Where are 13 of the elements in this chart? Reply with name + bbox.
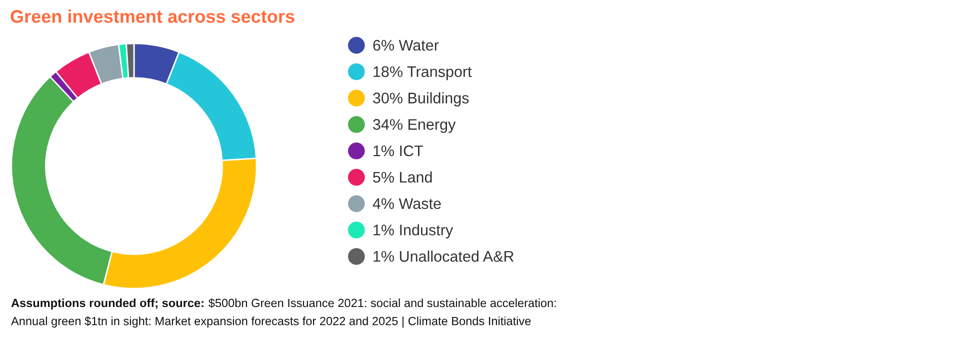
legend-label: 5% Land bbox=[373, 171, 432, 183]
legend-label: 30% Buildings bbox=[373, 92, 469, 106]
legend-label: 1% Unallocated A&R bbox=[374, 250, 514, 262]
legend-label: 1% ICT bbox=[374, 145, 424, 156]
legend-label: 6% Water bbox=[373, 40, 439, 51]
text: Assumptions rounded off; source: bbox=[11, 298, 204, 310]
legend-label: 34% Energy bbox=[373, 119, 456, 133]
text: Annual green $1tn in sight: Market expansion forecasts for 2022 and 2025 | Climate Bonds Initiative bbox=[11, 316, 531, 328]
text: $500bn Green Issuance 2021: social and sustainable acceleration: bbox=[208, 298, 556, 308]
chart-title: Green investment across sectors bbox=[10, 10, 294, 23]
legend-label: 18% Transport bbox=[374, 66, 472, 80]
legend-label: 4% Waste bbox=[372, 198, 441, 210]
legend-label: 1% Industry bbox=[374, 224, 454, 238]
